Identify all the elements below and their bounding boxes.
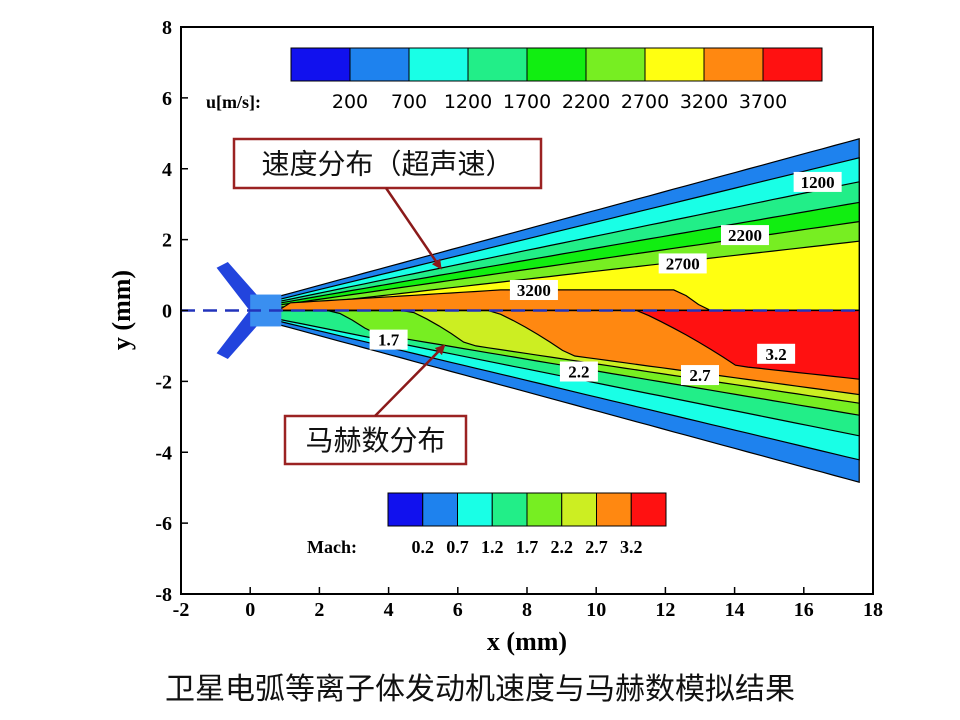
contour-label: 1200 [801, 173, 835, 192]
colorbar-swatch [596, 492, 632, 527]
colorbar-swatch [290, 47, 351, 82]
annotation-box [283, 414, 468, 466]
y-tick-label: -4 [155, 442, 172, 464]
colorbar-swatch [408, 47, 469, 82]
figure-caption: 卫星电弧等离子体发动机速度与马赫数模拟结果 [165, 672, 795, 707]
contour-label-bg [757, 343, 796, 364]
colorbar-tick-label: 2200 [562, 91, 610, 113]
contour-label-bg [720, 225, 769, 246]
colorbar-swatch [526, 47, 587, 82]
contour-label-bg [793, 171, 842, 192]
colorbar-tick-label: 0.7 [446, 537, 469, 557]
colorbar-swatch [703, 47, 764, 82]
colorbar-swatch [491, 492, 528, 527]
x-tick-label: 8 [522, 599, 532, 621]
contour-chart: -2 0 2 4 6 8 10 12 14 16 18 -8 -6 -4 -2 0 2 4 6 8 x (mm) y… [107, 17, 883, 656]
colorbar-tick-label: 1700 [503, 91, 551, 113]
x-tick-label: 4 [384, 599, 394, 621]
x-axis-ticks: -2 0 2 4 6 8 10 12 14 16 18 [173, 587, 883, 621]
colorbar-tick-label: 3200 [680, 91, 728, 113]
colorbar-swatch [349, 47, 410, 82]
contour-label: 3200 [517, 281, 551, 300]
colorbar-swatch [387, 492, 424, 527]
colorbar-swatch [422, 492, 458, 527]
x-tick-label: -2 [173, 599, 190, 621]
x-tick-label: 6 [453, 599, 463, 621]
annotation-text: 马赫数分布 [305, 424, 445, 457]
y-tick-label: -2 [155, 371, 172, 393]
contour-label: 3.2 [765, 345, 786, 364]
mach-colorbar: Mach: 0.2 0.7 1.2 1.7 2.2 2.7 3.2 [307, 492, 667, 557]
contour-labels: 1200 2200 2700 3200 1.7 2.2 2.7 3.2 [369, 171, 842, 386]
colorbar-tick-label: 200 [332, 91, 368, 113]
contour-label: 2.2 [568, 363, 589, 382]
x-tick-label: 14 [725, 599, 745, 621]
colorbar-tick-label: 3700 [739, 91, 787, 113]
annotation-arrow [374, 344, 446, 417]
contour-label: 2700 [666, 254, 700, 273]
y-axis-label: y (mm) [107, 270, 136, 350]
y-tick-label: 6 [162, 88, 172, 110]
colorbar-tick-label: 2.2 [551, 537, 574, 557]
colorbar-tick-label: 2.7 [585, 537, 608, 557]
colorbar-title: Mach: [307, 537, 357, 557]
y-tick-label: -6 [155, 513, 172, 535]
contour-label: 1.7 [378, 331, 400, 350]
y-tick-label: -8 [155, 584, 172, 606]
contour-label-bg [559, 361, 598, 382]
annotations: 速度分布（超声速） 马赫数分布 [232, 137, 543, 466]
colorbar-swatch [630, 492, 667, 527]
colorbar-swatch [457, 492, 493, 527]
y-tick-label: 2 [162, 230, 172, 252]
x-tick-label: 2 [314, 599, 324, 621]
colorbar-tick-label: 1.2 [481, 537, 504, 557]
x-axis-label: x (mm) [487, 627, 567, 656]
velocity-colorbar: u[m/s]: 200 700 1200 1700 2200 2700 3200 3700 [206, 47, 823, 113]
colorbar-swatch [467, 47, 528, 82]
colorbar-swatch [526, 492, 563, 527]
x-tick-label: 0 [245, 599, 255, 621]
colorbar-tick-label: 1.7 [516, 537, 539, 557]
contour-label: 2200 [728, 226, 762, 245]
contour-label-bg [369, 329, 408, 350]
contour-label-bg [509, 280, 558, 301]
colorbar-title: u[m/s]: [206, 92, 261, 112]
colorbar-swatch [561, 492, 597, 527]
colorbar-swatch [585, 47, 646, 82]
colorbar-tick-label: 1200 [444, 91, 492, 113]
x-tick-label: 18 [863, 599, 883, 621]
colorbar-tick-label: 2700 [621, 91, 669, 113]
colorbar-tick-label: 700 [391, 91, 427, 113]
contour-label: 2.7 [689, 366, 711, 385]
annotation-arrow [384, 187, 442, 270]
annotation-text: 速度分布（超声速） [261, 148, 513, 181]
y-axis-ticks: -8 -6 -4 -2 0 2 4 6 8 [155, 17, 188, 606]
y-tick-label: 4 [162, 159, 172, 181]
colorbar-swatch [644, 47, 705, 82]
y-tick-label: 0 [162, 301, 172, 323]
x-tick-label: 10 [586, 599, 606, 621]
y-tick-label: 8 [162, 17, 172, 39]
contour-label-bg [681, 365, 719, 386]
colorbar-tick-label: 3.2 [620, 537, 643, 557]
x-tick-label: 16 [794, 599, 814, 621]
colorbar-tick-label: 0.2 [412, 537, 435, 557]
contour-label-bg [658, 253, 707, 274]
velocity-contour-region [265, 138, 860, 312]
x-tick-label: 12 [655, 599, 675, 621]
colorbar-swatch [762, 47, 823, 82]
